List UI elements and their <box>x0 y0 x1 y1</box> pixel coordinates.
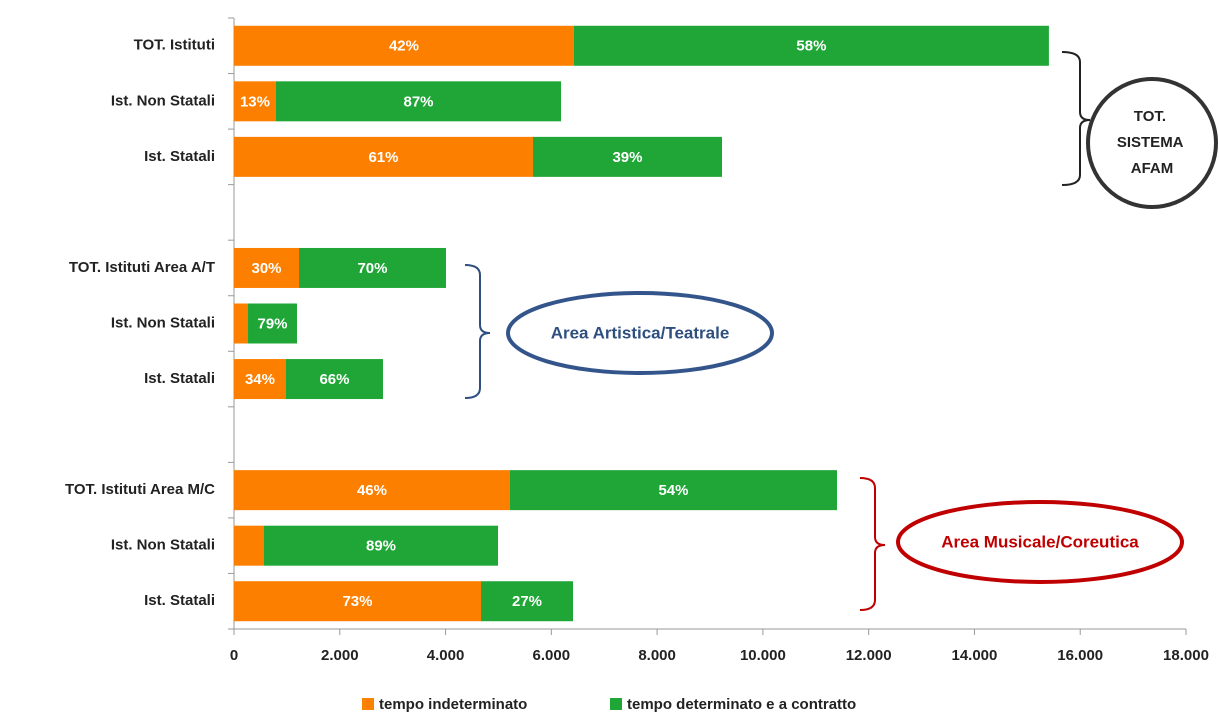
bar-segment <box>234 303 249 344</box>
brace <box>464 264 491 399</box>
bar-segment <box>234 25 574 66</box>
value-label: 66% <box>319 371 349 388</box>
value-label: 46% <box>357 482 387 499</box>
x-tick-label: 16.000 <box>1057 647 1103 664</box>
bar-segment <box>573 25 1049 66</box>
legend-swatch <box>362 698 374 710</box>
annotation-ellipse <box>506 291 774 375</box>
brace <box>1061 51 1091 186</box>
value-label: 34% <box>245 371 275 388</box>
annotation-line: SISTEMA <box>1117 134 1184 151</box>
bar-segment <box>234 81 276 122</box>
category-label: Ist. Non Statali <box>111 314 215 331</box>
legend-label: tempo indeterminato <box>379 696 527 713</box>
x-tick-label: 2.000 <box>321 647 359 664</box>
bar-segment <box>234 359 286 400</box>
value-label: 13% <box>240 93 270 110</box>
value-label: 54% <box>658 482 688 499</box>
value-label: 89% <box>366 538 396 555</box>
x-tick-label: 8.000 <box>638 647 676 664</box>
value-label: 87% <box>403 93 433 110</box>
value-label: 79% <box>257 315 287 332</box>
category-label: Ist. Statali <box>144 370 215 387</box>
legend-label: tempo determinato e a contratto <box>627 696 856 713</box>
value-label: 70% <box>357 260 387 277</box>
bar-segment <box>234 525 264 566</box>
annotation-line: AFAM <box>1131 160 1174 177</box>
bar-segment <box>263 525 499 566</box>
x-tick-label: 0 <box>230 647 238 664</box>
category-label: Ist. Non Statali <box>111 92 215 109</box>
x-tick-label: 10.000 <box>740 647 786 664</box>
x-tick-label: 4.000 <box>427 647 465 664</box>
annotation-line: TOT. <box>1134 108 1166 125</box>
x-tick-label: 12.000 <box>846 647 892 664</box>
brace <box>859 477 886 611</box>
bar-segment <box>234 470 510 511</box>
bar-segment <box>285 359 383 400</box>
bar-segment <box>299 247 446 288</box>
category-label: Ist. Non Statali <box>111 537 215 554</box>
annotation: Area Artistica/Teatrale <box>551 323 730 342</box>
annotation: Area Musicale/Coreutica <box>941 532 1139 551</box>
annotation: TOT. SISTEMA AFAM <box>1117 108 1187 177</box>
category-label: Ist. Statali <box>144 592 215 609</box>
value-label: 30% <box>251 260 281 277</box>
bar-segment <box>248 303 297 344</box>
x-tick-label: 14.000 <box>951 647 997 664</box>
x-tick-label: 18.000 <box>1163 647 1209 664</box>
bar-segment <box>480 581 574 622</box>
value-label: 39% <box>612 149 642 166</box>
value-label: 61% <box>368 149 398 166</box>
category-label: TOT. Istituti Area A/T <box>69 259 215 276</box>
bar-segment <box>532 136 723 177</box>
value-label: 27% <box>512 593 542 610</box>
category-label: TOT. Istituti <box>134 37 215 54</box>
x-tick-label: 6.000 <box>533 647 571 664</box>
category-label: TOT. Istituti Area M/C <box>65 481 215 498</box>
annotation-circle <box>1086 77 1218 209</box>
value-label: 73% <box>342 593 372 610</box>
bar-segment <box>275 81 562 122</box>
bar-segment <box>234 247 300 288</box>
bar-segment <box>509 470 837 511</box>
category-label: Ist. Statali <box>144 148 215 165</box>
value-label: 58% <box>796 38 826 55</box>
bar-segment <box>234 136 533 177</box>
value-label: 42% <box>389 38 419 55</box>
legend-swatch <box>610 698 622 710</box>
bar-segment <box>234 581 481 622</box>
annotation-ellipse <box>896 500 1184 584</box>
